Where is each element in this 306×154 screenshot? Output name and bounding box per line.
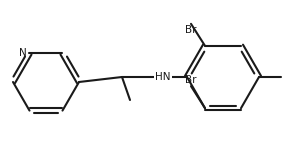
Text: Br: Br [185,75,197,85]
Text: N: N [19,48,27,58]
Text: HN: HN [155,72,171,82]
Text: Br: Br [185,25,197,35]
